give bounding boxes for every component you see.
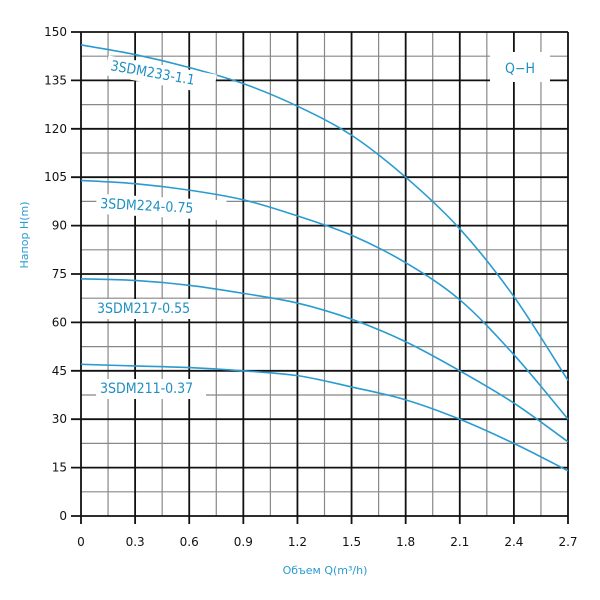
- x-tick-label: 0.3: [126, 535, 145, 549]
- y-tick-label: 75: [52, 267, 67, 281]
- series-line: [80, 44, 569, 381]
- series-lines: [80, 44, 569, 472]
- x-tick-label: 0.6: [180, 535, 199, 549]
- x-tick-label: 1.8: [396, 535, 415, 549]
- series-line: [80, 363, 569, 472]
- x-tick-label: 1.5: [342, 535, 361, 549]
- x-tick-label: 1.2: [288, 535, 307, 549]
- series-line: [80, 278, 569, 443]
- y-tick-label: 90: [52, 219, 67, 233]
- y-tick-label: 60: [52, 315, 67, 329]
- series-label-bg: [93, 299, 208, 319]
- legend-box-label: Q−H: [505, 61, 535, 77]
- x-tick-label: 2.7: [558, 535, 577, 549]
- series-labels: 3SDM233-1.1 3SDM224-0.75 3SDM217-0.55 3SDM2…: [93, 55, 227, 399]
- y-tick-label: 150: [44, 25, 67, 39]
- y-tick-label: 15: [52, 461, 67, 475]
- series-label: 3SDM233-1.1: [109, 58, 196, 89]
- series-label-bg: [95, 193, 227, 221]
- y-tick-label: 0: [59, 509, 67, 523]
- series-label: 3SDM217-0.55: [97, 301, 190, 317]
- series-label-bg: [96, 379, 206, 399]
- x-tick-label: 2.1: [450, 535, 469, 549]
- series-label-bg: [105, 55, 217, 95]
- y-tick-label: 105: [44, 170, 67, 184]
- series-label: 3SDM211-0.37: [100, 381, 193, 397]
- grid: [71, 31, 569, 524]
- y-tick-label: 45: [52, 364, 67, 378]
- series-line: [80, 179, 569, 420]
- legend-box-bg: [490, 52, 550, 82]
- x-axis-label: Объем Q(m³/h): [283, 564, 368, 577]
- series-label: 3SDM224-0.75: [100, 196, 194, 217]
- y-tick-label: 30: [52, 412, 67, 426]
- x-tick-label: 0.9: [234, 535, 253, 549]
- y-tick-label: 135: [44, 73, 67, 87]
- x-tick-label: 0: [77, 535, 85, 549]
- tick-labels: 0 0.3 0.6 0.9 1.2 1.5 1.8 2.1 2.4 2.7 0 15 30 45 60 75 9…: [44, 25, 577, 549]
- y-tick-label: 120: [44, 122, 67, 136]
- y-axis-label: Напор H(m): [18, 202, 31, 269]
- x-tick-label: 2.4: [504, 535, 523, 549]
